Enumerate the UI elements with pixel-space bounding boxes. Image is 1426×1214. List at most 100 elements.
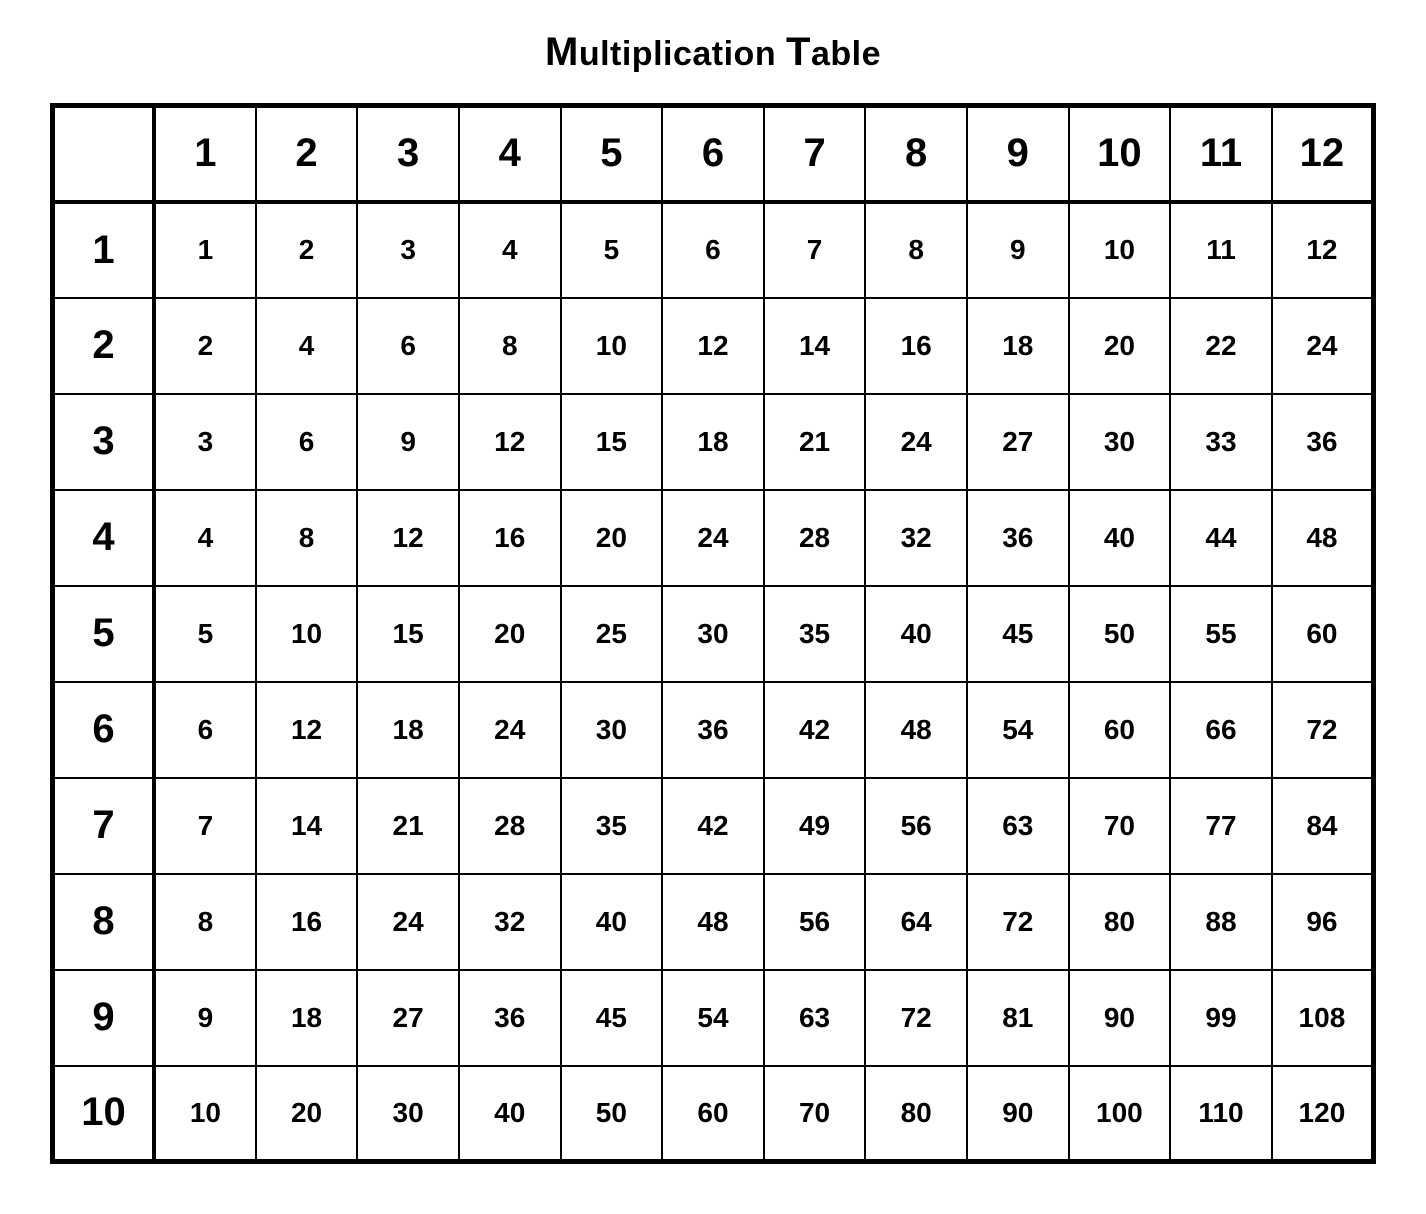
row-header: 5 [53, 586, 155, 682]
table-cell: 25 [561, 586, 663, 682]
table-cell: 40 [1069, 490, 1171, 586]
table-cell: 15 [357, 586, 459, 682]
page-title: Multiplication Table [50, 30, 1376, 75]
table-row: 224681012141618202224 [53, 298, 1374, 394]
row-header: 6 [53, 682, 155, 778]
table-cell: 28 [459, 778, 561, 874]
table-cell: 96 [1272, 874, 1374, 970]
table-cell: 14 [256, 778, 358, 874]
table-cell: 6 [256, 394, 358, 490]
table-cell: 3 [154, 394, 256, 490]
table-cell: 36 [1272, 394, 1374, 490]
table-cell: 30 [1069, 394, 1171, 490]
table-cell: 12 [256, 682, 358, 778]
table-cell: 20 [256, 1066, 358, 1162]
table-cell: 24 [459, 682, 561, 778]
table-cell: 4 [459, 202, 561, 298]
table-cell: 16 [865, 298, 967, 394]
col-header: 9 [967, 106, 1069, 202]
table-cell: 72 [865, 970, 967, 1066]
col-header: 12 [1272, 106, 1374, 202]
table-row: 3369121518212427303336 [53, 394, 1374, 490]
table-cell: 11 [1170, 202, 1272, 298]
table-cell: 108 [1272, 970, 1374, 1066]
table-cell: 40 [561, 874, 663, 970]
row-header: 3 [53, 394, 155, 490]
table-cell: 54 [662, 970, 764, 1066]
table-cell: 7 [764, 202, 866, 298]
table-cell: 45 [561, 970, 663, 1066]
table-cell: 40 [459, 1066, 561, 1162]
table-cell: 50 [1069, 586, 1171, 682]
table-cell: 10 [256, 586, 358, 682]
table-cell: 9 [967, 202, 1069, 298]
col-header: 5 [561, 106, 663, 202]
table-cell: 6 [154, 682, 256, 778]
table-cell: 100 [1069, 1066, 1171, 1162]
table-cell: 12 [1272, 202, 1374, 298]
table-cell: 40 [865, 586, 967, 682]
table-cell: 14 [764, 298, 866, 394]
table-cell: 21 [764, 394, 866, 490]
table-cell: 110 [1170, 1066, 1272, 1162]
table-cell: 24 [1272, 298, 1374, 394]
table-cell: 60 [1069, 682, 1171, 778]
table-cell: 35 [764, 586, 866, 682]
corner-cell [53, 106, 155, 202]
table-cell: 6 [662, 202, 764, 298]
table-cell: 60 [662, 1066, 764, 1162]
multiplication-table: 1 2 3 4 5 6 7 8 9 10 11 12 1123456789101… [50, 103, 1376, 1164]
table-cell: 70 [764, 1066, 866, 1162]
table-cell: 36 [967, 490, 1069, 586]
table-cell: 27 [967, 394, 1069, 490]
table-cell: 18 [662, 394, 764, 490]
table-cell: 56 [865, 778, 967, 874]
table-cell: 21 [357, 778, 459, 874]
table-cell: 16 [459, 490, 561, 586]
table-cell: 72 [1272, 682, 1374, 778]
col-header: 10 [1069, 106, 1171, 202]
table-cell: 5 [154, 586, 256, 682]
table-cell: 24 [357, 874, 459, 970]
table-cell: 20 [459, 586, 561, 682]
col-header: 7 [764, 106, 866, 202]
table-cell: 81 [967, 970, 1069, 1066]
table-cell: 20 [1069, 298, 1171, 394]
table-cell: 44 [1170, 490, 1272, 586]
table-cell: 36 [662, 682, 764, 778]
table-cell: 15 [561, 394, 663, 490]
table-cell: 36 [459, 970, 561, 1066]
col-header: 11 [1170, 106, 1272, 202]
table-cell: 22 [1170, 298, 1272, 394]
row-header: 1 [53, 202, 155, 298]
table-cell: 90 [1069, 970, 1171, 1066]
table-cell: 64 [865, 874, 967, 970]
col-header: 4 [459, 106, 561, 202]
row-header: 4 [53, 490, 155, 586]
table-row: 771421283542495663707784 [53, 778, 1374, 874]
table-cell: 90 [967, 1066, 1069, 1162]
table-cell: 45 [967, 586, 1069, 682]
table-cell: 8 [154, 874, 256, 970]
table-cell: 63 [764, 970, 866, 1066]
table-cell: 30 [357, 1066, 459, 1162]
table-cell: 77 [1170, 778, 1272, 874]
col-header: 8 [865, 106, 967, 202]
col-header: 1 [154, 106, 256, 202]
table-cell: 2 [154, 298, 256, 394]
table-cell: 32 [459, 874, 561, 970]
table-cell: 30 [662, 586, 764, 682]
table-cell: 55 [1170, 586, 1272, 682]
table-cell: 6 [357, 298, 459, 394]
table-cell: 27 [357, 970, 459, 1066]
table-cell: 70 [1069, 778, 1171, 874]
table-cell: 80 [865, 1066, 967, 1162]
table-cell: 7 [154, 778, 256, 874]
table-cell: 10 [1069, 202, 1171, 298]
table-cell: 12 [357, 490, 459, 586]
table-cell: 12 [662, 298, 764, 394]
table-cell: 1 [154, 202, 256, 298]
table-row: 1123456789101112 [53, 202, 1374, 298]
table-cell: 56 [764, 874, 866, 970]
table-cell: 80 [1069, 874, 1171, 970]
